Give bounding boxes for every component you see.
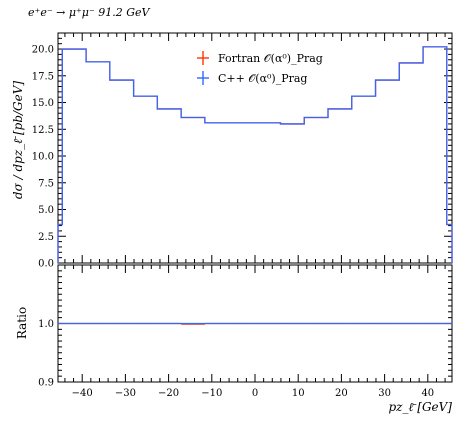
main-panel: 0.0 2.5 5.0 7.5 10.0 12.5 15.0 17.5 20.0	[32, 32, 453, 270]
legend-entry-cpp: C++ 𝒪(α⁰)_Prag	[197, 71, 307, 85]
main-y-tick-label: 12.5	[32, 125, 54, 136]
x-tick-label: 10	[292, 388, 305, 399]
legend-label-fortran: Fortran 𝒪(α⁰)_Prag	[218, 52, 323, 65]
main-y-tick-label: 15.0	[32, 98, 54, 109]
main-y-tick-label: 20.0	[32, 45, 54, 56]
ratio-y-axis-label: Ratio	[15, 307, 29, 339]
main-y-tick-label: 17.5	[32, 71, 54, 82]
main-y-tick-label: 10.0	[32, 152, 54, 163]
ratio-y-tick-label: 0.9	[38, 378, 54, 389]
x-tick-label: −30	[115, 388, 136, 399]
ratio-y-tick-label: 1.0	[38, 319, 54, 330]
x-tick-label: −10	[201, 388, 222, 399]
main-y-tick-label: 5.0	[38, 205, 54, 216]
x-tick-label: −40	[72, 388, 93, 399]
process-label: e⁺e⁻ → μ⁺μ⁻ 91.2 GeV	[28, 6, 151, 19]
main-frame	[57, 32, 453, 264]
legend-label-cpp: C++ 𝒪(α⁰)_Prag	[218, 72, 307, 85]
y-axis-label: dσ / dpz_ℓ̄ [pb/GeV]	[11, 81, 25, 199]
legend-entry-fortran: Fortran 𝒪(α⁰)_Prag	[197, 51, 323, 65]
main-y-tick-label: 7.5	[38, 178, 54, 189]
main-y-tick-label: 0.0	[38, 259, 54, 270]
x-axis-label: pz_ℓ̄ [GeV]	[388, 400, 452, 414]
x-tick-label: −20	[158, 388, 179, 399]
main-y-tick-label: 2.5	[38, 232, 54, 243]
ratio-panel: 0.9 1.0 −40 −30 −20 −10 0 10 20 30 40	[38, 264, 453, 399]
x-tick-label: 40	[421, 388, 434, 399]
legend: Fortran 𝒪(α⁰)_Prag C++ 𝒪(α⁰)_Prag	[197, 51, 323, 85]
x-tick-label: 30	[378, 388, 391, 399]
x-tick-label: 20	[335, 388, 348, 399]
x-tick-label: 0	[252, 388, 258, 399]
